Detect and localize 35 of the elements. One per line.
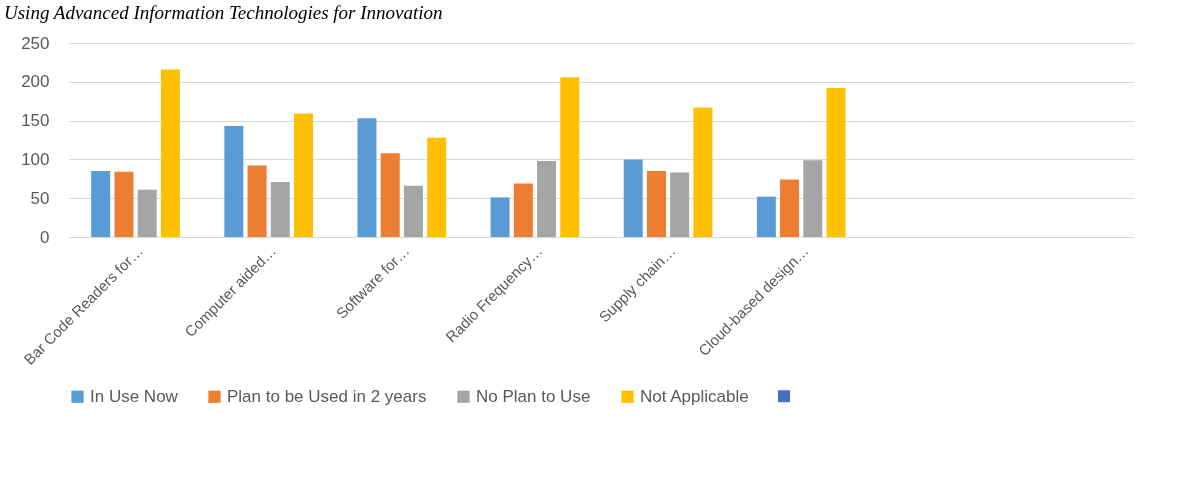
bar [270, 181, 290, 237]
bar [670, 172, 690, 237]
bar [427, 137, 447, 237]
y-tick-label: 250 [21, 33, 50, 53]
bar [646, 171, 666, 237]
bar [513, 183, 533, 237]
y-tick-label: 50 [30, 188, 50, 208]
bar [780, 179, 800, 237]
bar [294, 113, 314, 237]
legend-label: Plan to be Used in 2 years [227, 386, 427, 406]
bar [114, 171, 134, 237]
chart-title: Using Advanced Information Technologies for Innovation [3, 1, 444, 25]
y-tick-label: 100 [21, 149, 50, 169]
bar [380, 153, 400, 237]
bar [137, 189, 157, 237]
y-tick-label: 200 [21, 72, 50, 92]
bar [247, 165, 267, 237]
y-tick-label: 0 [40, 227, 50, 247]
bar [91, 171, 111, 237]
bar [224, 126, 244, 237]
bar [826, 88, 846, 237]
bar [403, 185, 423, 237]
bar [623, 159, 643, 237]
bar [693, 107, 713, 237]
bar [357, 118, 377, 237]
bar [160, 69, 180, 237]
legend-label: No Plan to Use [476, 386, 591, 406]
legend-label: In Use Now [90, 386, 179, 406]
bar [803, 160, 823, 237]
y-tick-label: 150 [21, 111, 50, 131]
bar [756, 196, 776, 237]
bar [560, 77, 580, 237]
legend-label: Not Applicable [640, 386, 749, 406]
bar [490, 197, 510, 237]
bar [537, 160, 557, 237]
